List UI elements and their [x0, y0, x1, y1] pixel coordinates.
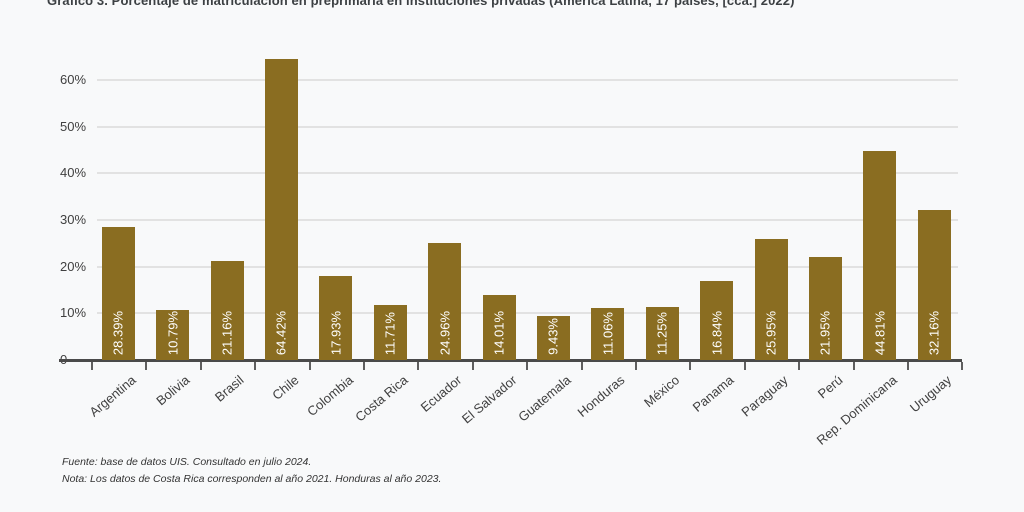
bar-value-label: 24.96% [437, 310, 453, 355]
x-axis-label-mexico: México [641, 372, 683, 411]
bar-value-label: 44.81% [872, 310, 888, 355]
gridline [97, 78, 958, 81]
bar-honduras[interactable]: 11.06% [591, 308, 625, 360]
x-axis-tick [689, 362, 692, 370]
x-axis-label-panama: Panama [689, 372, 737, 415]
chart-title: Gráfico 3. Porcentaje de matriculación e… [47, 0, 795, 8]
x-axis-tick [471, 362, 474, 370]
bar-argentina[interactable]: 28.39% [101, 227, 135, 360]
bar-value-label: 32.16% [926, 310, 942, 355]
bar-ecuador[interactable]: 24.96% [428, 243, 462, 360]
bar-colombia[interactable]: 17.93% [319, 276, 353, 360]
y-axis-label: 10% [60, 305, 87, 321]
gridline [97, 172, 958, 175]
y-axis-label: 30% [60, 211, 87, 227]
bar-panama[interactable]: 16.84% [700, 281, 734, 360]
x-axis-tick [199, 362, 202, 370]
x-axis-label-honduras: Honduras [574, 372, 628, 420]
x-axis-line [59, 359, 962, 362]
bar-rep-dominicana[interactable]: 44.81% [863, 150, 897, 360]
x-axis-tick [417, 362, 420, 370]
bar-brasil[interactable]: 21.16% [210, 261, 244, 360]
bar-value-label: 14.01% [491, 310, 507, 355]
data-note: Nota: Los datos de Costa Rica correspond… [62, 473, 442, 485]
x-axis-label-guatemala: Guatemala [515, 372, 574, 425]
bar-guatemala[interactable]: 9.43% [536, 315, 570, 360]
x-axis-tick [580, 362, 583, 370]
gridline [97, 312, 958, 315]
bar-mexico[interactable]: 11.25% [645, 307, 679, 360]
bar-value-label: 28.39% [110, 310, 126, 355]
bar-paraguay[interactable]: 25.95% [754, 238, 788, 360]
x-axis-label-paraguay: Paraguay [738, 372, 791, 420]
bar-value-label: 25.95% [763, 310, 779, 355]
x-axis-tick [308, 362, 311, 370]
bar-el-salvador[interactable]: 14.01% [482, 294, 516, 360]
x-axis-tick [798, 362, 801, 370]
bar-value-label: 21.95% [817, 310, 833, 355]
x-axis-tick [961, 362, 964, 370]
x-axis-tick [145, 362, 148, 370]
x-axis-label-ecuador: Ecuador [417, 372, 465, 415]
gridline [97, 218, 958, 221]
x-axis-tick [91, 362, 93, 370]
gridline [97, 265, 958, 268]
x-axis-tick [254, 362, 257, 370]
x-axis-label-colombia: Colombia [304, 372, 356, 420]
x-axis-label-bolivia: Bolivia [153, 372, 193, 409]
bar-value-label: 10.79% [165, 310, 181, 355]
bar-value-label: 11.25% [654, 311, 670, 355]
bar-uruguay[interactable]: 32.16% [917, 209, 951, 360]
y-axis-label: 40% [60, 165, 87, 181]
x-axis-label-chile: Chile [269, 372, 302, 403]
x-axis-label-brasil: Brasil [212, 372, 247, 405]
x-axis-tick [635, 362, 637, 370]
y-axis-label: 20% [60, 258, 87, 274]
bar-value-label: 11.06% [600, 311, 616, 355]
bar-peru[interactable]: 21.95% [808, 257, 842, 360]
bar-chile[interactable]: 64.42% [264, 59, 298, 360]
x-axis-label-argentina: Argentina [85, 372, 139, 420]
bar-value-label: 9.43% [545, 318, 561, 355]
bar-value-label: 11.71% [382, 311, 398, 355]
x-axis-label-peru: Perú [814, 372, 846, 402]
x-axis-tick [363, 362, 365, 370]
x-axis-tick [852, 362, 855, 370]
source-note: Fuente: base de datos UIS. Consultado en… [62, 456, 312, 468]
x-axis-label-costa-rica: Costa Rica [351, 372, 411, 425]
y-axis-label: 60% [60, 71, 87, 87]
bar-value-label: 17.93% [328, 310, 344, 355]
chart-footer: Fuente: base de datos UIS. Consultado en… [62, 456, 441, 490]
bar-value-label: 21.16% [219, 310, 235, 355]
x-axis-tick [526, 362, 529, 370]
x-axis-tick [907, 362, 909, 370]
y-axis-label: 50% [60, 118, 87, 134]
bar-value-label: 64.42% [273, 310, 289, 355]
bar-costa-rica[interactable]: 11.71% [373, 305, 407, 360]
x-axis-label-el-salvador: El Salvador [458, 372, 519, 427]
bar-value-label: 16.84% [709, 310, 725, 355]
bar-bolivia[interactable]: 10.79% [156, 309, 190, 360]
x-axis-tick [743, 362, 746, 370]
x-axis-label-uruguay: Uruguay [906, 372, 955, 416]
gridline [97, 125, 958, 128]
